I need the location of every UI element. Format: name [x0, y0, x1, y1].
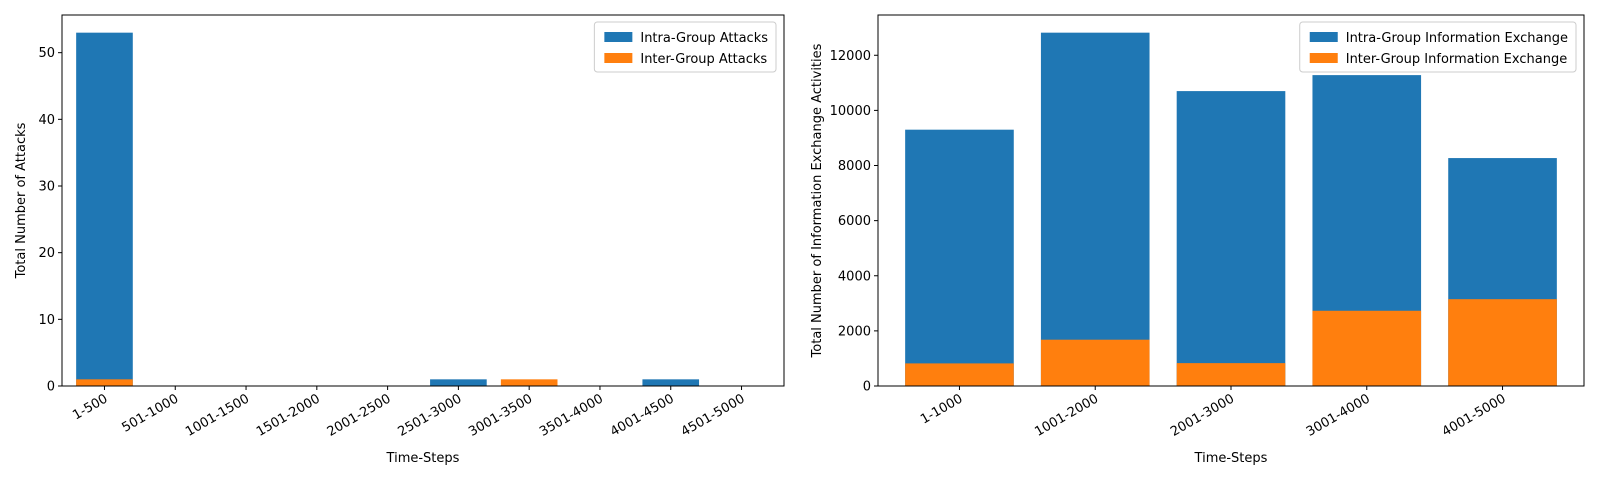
y-tick-label: 6000: [838, 214, 871, 229]
legend: Intra-Group Attacks Inter-Group Attacks: [593, 21, 777, 73]
bar-intra-group-attacks-5: [430, 379, 487, 386]
y-tick-label: 30: [38, 180, 55, 195]
bar-inter-group-attacks-0: [76, 379, 133, 386]
legend-label: Intra-Group Information Exchange: [1346, 31, 1568, 46]
legend-label: Inter-Group Attacks: [640, 52, 767, 67]
legend-swatch-inter-group-attacks: [604, 53, 633, 63]
bar-inter-group-information-exchange-2: [1176, 363, 1286, 386]
y-axis-label: Total Number of Attacks: [14, 122, 29, 279]
bar-inter-group-information-exchange-0: [905, 363, 1014, 386]
y-tick-label: 4000: [838, 269, 871, 284]
y-tick-label: 10: [38, 313, 55, 328]
legend-frame: [593, 21, 777, 73]
bar-inter-group-information-exchange-4: [1448, 299, 1557, 386]
x-axis-label: Time-Steps: [386, 451, 460, 466]
x-axis-label: Time-Steps: [1194, 451, 1268, 466]
legend-label: Intra-Group Attacks: [640, 31, 768, 46]
legend-frame: [1299, 21, 1577, 73]
bar-inter-group-attacks-6: [500, 379, 558, 386]
y-axis-label: Total Number of Information Exchange Act…: [810, 43, 825, 358]
bar-inter-group-information-exchange-1: [1040, 339, 1150, 386]
bar-intra-group-attacks-8: [642, 379, 700, 386]
y-tick-label: 2000: [838, 324, 871, 339]
y-tick-label: 40: [38, 113, 55, 128]
bar-intra-group-attacks-0: [76, 32, 133, 387]
bar-intra-group-information-exchange-0: [905, 129, 1014, 386]
legend-swatch-intra-group-attacks: [604, 32, 633, 42]
legend-swatch-intra-group-information-exchange: [1309, 32, 1338, 42]
y-tick-label: 0: [863, 380, 871, 395]
bar-intra-group-information-exchange-2: [1176, 91, 1286, 387]
legend-swatch-inter-group-information-exchange: [1309, 53, 1338, 63]
y-tick-label: 50: [38, 46, 55, 61]
y-tick-label: 20: [38, 246, 55, 261]
plot-frame: [61, 14, 785, 387]
y-tick-label: 10000: [830, 104, 871, 119]
y-tick-label: 0: [47, 380, 55, 395]
y-tick-label: 8000: [838, 159, 871, 174]
bar-intra-group-information-exchange-1: [1040, 32, 1150, 387]
bar-inter-group-information-exchange-3: [1312, 310, 1422, 386]
legend-label: Inter-Group Information Exchange: [1346, 52, 1567, 67]
legend: Intra-Group Information Exchange Inter-Gr…: [1299, 21, 1577, 73]
y-tick-label: 12000: [830, 49, 871, 64]
